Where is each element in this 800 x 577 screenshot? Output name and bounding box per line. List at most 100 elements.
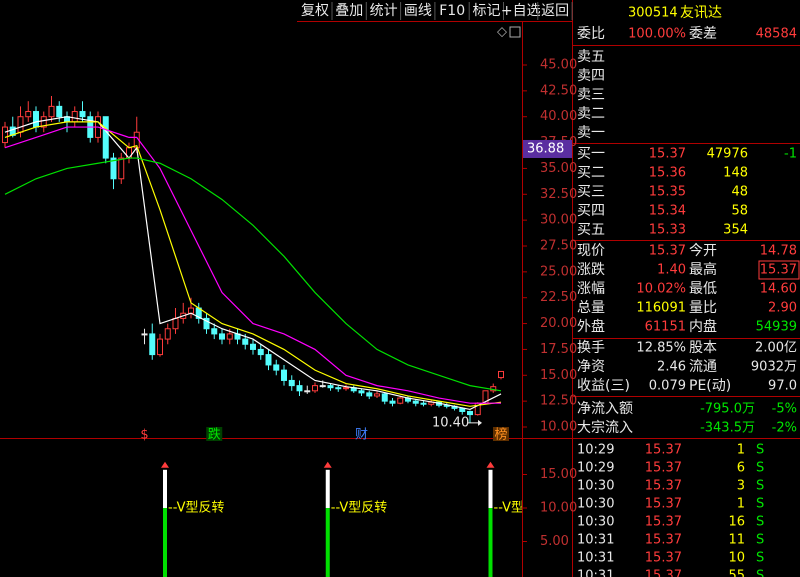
quote-text: 友讯达 — [680, 5, 722, 21]
event-marker[interactable]: 财 — [355, 428, 368, 443]
candle-body — [102, 116, 109, 159]
y-tick-label: 12.50 — [540, 394, 577, 409]
quote-text: 2.00亿 — [755, 341, 797, 356]
quote-text: 10:29 — [577, 461, 614, 476]
quote-text: 55 — [728, 569, 745, 577]
candle-body — [327, 385, 334, 389]
candle-body — [312, 385, 318, 392]
candle-body — [79, 111, 86, 118]
candle-body — [188, 307, 194, 314]
quote-text: 股本 — [689, 340, 717, 356]
quote-text: 10:31 — [577, 569, 614, 577]
toolbar-button[interactable]: 叠加 — [335, 3, 363, 19]
candle-body — [211, 328, 218, 335]
candle-body — [40, 116, 47, 128]
y-tick-label: 15.00 — [540, 368, 577, 383]
candle-body — [273, 364, 280, 371]
limit-up-box — [758, 260, 800, 280]
quote-text: 100.00% — [628, 27, 686, 42]
quote-text: 14.60 — [760, 282, 797, 297]
quote-text: 61151 — [645, 320, 686, 335]
quote-text: 量比 — [689, 300, 717, 316]
signal-bar-base — [488, 508, 493, 577]
candle-body — [56, 105, 63, 118]
candle-body — [250, 343, 256, 350]
quote-text: 14.78 — [760, 244, 797, 259]
y-tick-label: 35.00 — [540, 161, 577, 176]
diamond-icon[interactable]: ◇ — [497, 25, 507, 40]
quote-text: 委差 — [689, 26, 717, 42]
quote-text: -5% — [772, 402, 797, 417]
toolbar-button[interactable]: 统计 — [370, 3, 398, 19]
signal-bar — [163, 469, 167, 508]
quote-text: 54939 — [756, 320, 797, 335]
candle-body — [412, 400, 419, 404]
quote-text: 2.90 — [768, 301, 797, 316]
candle-body — [358, 390, 365, 394]
candle-body — [281, 369, 287, 381]
quote-text: -343.5万 — [700, 421, 755, 436]
quote-text: 15.37 — [645, 515, 682, 530]
event-marker[interactable]: 榜 — [494, 427, 507, 443]
y-tick-label: 30.00 — [540, 213, 577, 228]
candle-body — [33, 111, 39, 128]
y-tick-label: 42.50 — [540, 83, 577, 98]
quote-text: 卖五 — [577, 49, 605, 65]
quote-text: 15.37 — [645, 533, 682, 548]
quote-text: 3 — [737, 479, 745, 494]
quote-text: 16 — [728, 515, 745, 530]
quote-text: 15.37 — [645, 551, 682, 566]
candle-body — [374, 393, 380, 397]
toolbar-button[interactable]: 画线 — [404, 3, 432, 19]
candle-body — [304, 390, 311, 393]
quote-text: 15.36 — [649, 166, 686, 181]
quote-text: S — [756, 533, 764, 548]
quote-text: 10:30 — [577, 497, 614, 512]
arrow-head — [478, 419, 482, 426]
toolbar-button[interactable]: 返回 — [541, 3, 569, 19]
toolbar-button[interactable]: F10 — [439, 3, 465, 19]
moving-average — [4, 121, 502, 407]
y-tick-label: 10.00 — [540, 501, 577, 516]
quote-text: 15.37 — [760, 263, 797, 278]
marker-box — [206, 427, 223, 441]
moving-average — [4, 116, 502, 411]
event-marker[interactable]: $ — [140, 428, 148, 443]
quote-text: 15.37 — [645, 479, 682, 494]
moving-average — [4, 157, 502, 392]
y-tick-label: 22.50 — [540, 290, 577, 305]
y-tick-label: 17.50 — [540, 342, 577, 357]
event-marker[interactable]: 跌 — [208, 427, 221, 443]
quote-text: 15.37 — [649, 147, 686, 162]
candle-body — [319, 385, 326, 388]
quote-text: 300514 — [628, 6, 678, 21]
quote-text: 涨幅 — [577, 281, 605, 297]
candle-body — [71, 111, 78, 123]
candle-body — [157, 338, 163, 356]
candle-body — [110, 157, 117, 180]
quote-text: 15.37 — [645, 443, 682, 458]
toolbar-button[interactable]: +自选 — [501, 3, 541, 19]
window-icon[interactable] — [509, 26, 521, 38]
quote-text: S — [756, 479, 764, 494]
quote-text: 10:31 — [577, 551, 614, 566]
toolbar-button[interactable]: 复权 — [301, 2, 329, 19]
candle-body — [397, 397, 404, 404]
candle-body — [366, 392, 373, 397]
candle-body — [257, 348, 264, 356]
quote-text: 买三 — [577, 184, 605, 200]
quote-text: 委比 — [577, 26, 605, 42]
quote-text: 10:29 — [577, 443, 614, 458]
quote-text: 97.0 — [768, 379, 797, 394]
toolbar-button[interactable]: 标记 — [473, 3, 501, 19]
candle-body — [467, 410, 473, 416]
quote-text: 15.34 — [649, 204, 686, 219]
quote-text: 2.46 — [657, 360, 686, 375]
quote-text: 15.35 — [649, 185, 686, 200]
signal-arrow — [323, 461, 332, 468]
quote-text: 48584 — [756, 27, 797, 42]
quote-text: 买一 — [577, 146, 605, 162]
moving-average — [4, 126, 501, 404]
price-cursor-box — [523, 139, 572, 158]
